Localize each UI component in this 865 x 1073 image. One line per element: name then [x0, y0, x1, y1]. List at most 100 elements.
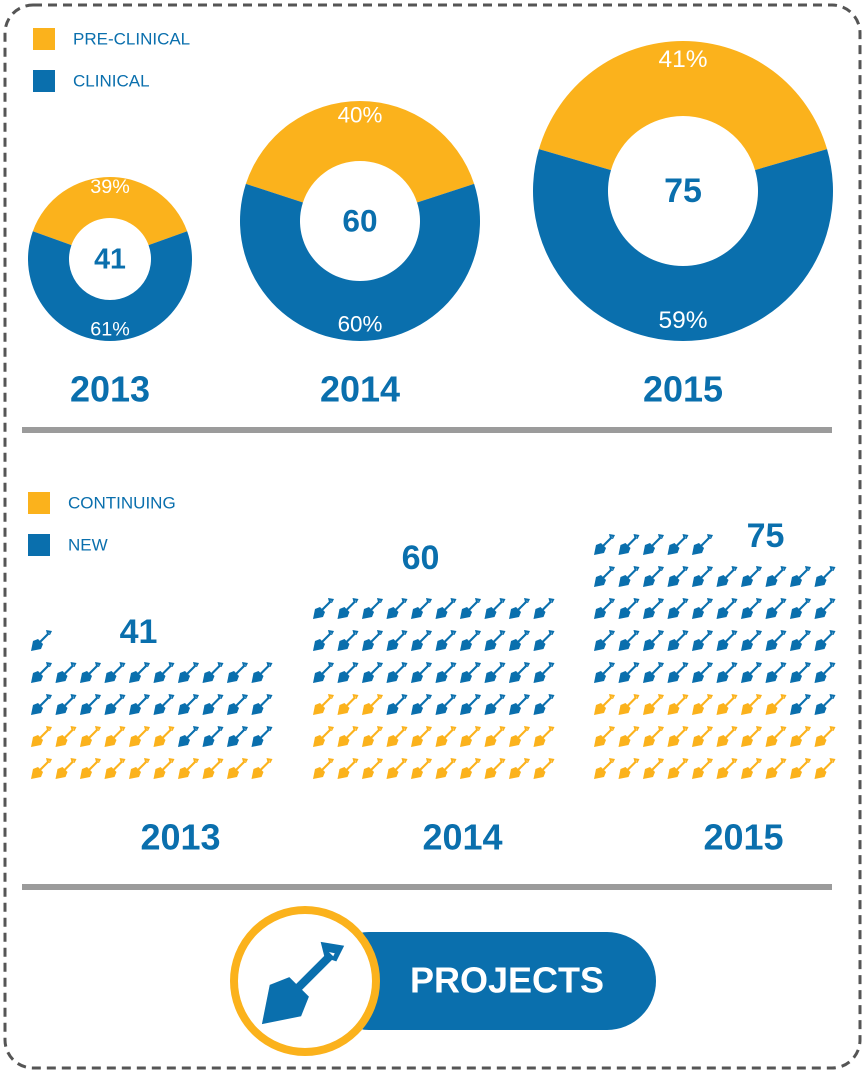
shovel-icon [411, 694, 432, 715]
shovel-icon [313, 662, 334, 683]
shovel-icon [129, 726, 150, 747]
shovel-icon [692, 662, 713, 683]
percent-label: 39% [90, 176, 130, 198]
shovel-icon [594, 758, 615, 779]
shovel-icon [484, 662, 506, 683]
shovel-icon [411, 630, 432, 651]
shovel-icon [411, 758, 432, 779]
legend-label: NEW [68, 535, 108, 554]
shovel-icon [692, 726, 713, 747]
shovel-icon [814, 694, 836, 715]
shovel-icon [129, 662, 150, 683]
shovel-icon [153, 694, 175, 715]
shovel-icon [484, 694, 506, 715]
shovel-icon [227, 758, 248, 779]
shovel-icon [594, 630, 615, 651]
shovel-icon [692, 694, 713, 715]
dashed-frame [3, 3, 862, 1070]
shovel-icon [227, 662, 248, 683]
shovel-icon [31, 694, 52, 715]
percent-label: 40% [338, 103, 383, 128]
shovel-icon [337, 758, 359, 779]
shovel-icon [692, 534, 713, 555]
shovel-icon [55, 694, 77, 715]
shovel-icon [790, 758, 811, 779]
shovel-icon [692, 630, 713, 651]
shovel-icon [362, 630, 383, 651]
shovel-icon [618, 630, 640, 651]
shovel-icon [313, 694, 334, 715]
legend-label: PRE-CLINICAL [73, 29, 190, 48]
shovel-icon [716, 758, 738, 779]
shovel-icon [716, 630, 738, 651]
shovel-icon [509, 758, 530, 779]
shovel-icon [765, 630, 787, 651]
shovel-icon [643, 758, 664, 779]
donut-segment [245, 100, 475, 203]
shovel-icon [460, 662, 481, 683]
shovel-icon [509, 598, 530, 619]
pictograph-total: 60 [402, 539, 440, 577]
donut-total: 60 [342, 202, 377, 238]
shovel-icon [509, 662, 530, 683]
shovel-icon [509, 726, 530, 747]
shovel-icon [460, 694, 481, 715]
shovel-icon [337, 726, 359, 747]
percent-label: 60% [338, 311, 383, 336]
shovel-icon [178, 726, 199, 747]
shovel-icon [313, 726, 334, 747]
shovel-icon [460, 758, 481, 779]
shovel-icon [643, 694, 664, 715]
shovel-icon [790, 694, 811, 715]
year-label: 2014 [320, 369, 400, 410]
shovel-icon [533, 630, 555, 651]
shovel-icon [386, 598, 408, 619]
shovel-icon [741, 726, 762, 747]
shovel-icon [741, 566, 762, 587]
shovel-icon [790, 662, 811, 683]
shovel-icon [31, 630, 52, 651]
shovel-icon [80, 758, 101, 779]
donut-total: 75 [664, 172, 702, 210]
donut-segment [27, 231, 192, 342]
shovel-icon [814, 662, 836, 683]
shovel-icon [337, 662, 359, 683]
shovel-icon [533, 662, 555, 683]
shovel-icon [251, 758, 273, 779]
legend-swatch [33, 28, 55, 50]
shovel-icon [618, 726, 640, 747]
percent-label: 41% [658, 46, 707, 73]
shovel-icon [692, 758, 713, 779]
shovel-icon [362, 662, 383, 683]
shovel-icon [31, 758, 52, 779]
shovel-icon [643, 598, 664, 619]
shovel-icon [765, 758, 787, 779]
shovel-icon [386, 694, 408, 715]
year-label: 2015 [643, 369, 723, 410]
shovel-icon [31, 726, 52, 747]
shovel-icon [618, 662, 640, 683]
shovel-icon [765, 662, 787, 683]
shovel-icon [411, 726, 432, 747]
shovel-icon [313, 630, 334, 651]
shovel-icon [533, 726, 555, 747]
shovel-icon [790, 566, 811, 587]
pictograph-total: 41 [120, 613, 158, 651]
shovel-icon [178, 662, 199, 683]
shovel-icon [533, 694, 555, 715]
year-label: 2014 [422, 817, 502, 858]
shovel-icon [362, 726, 383, 747]
shovel-icon [153, 726, 175, 747]
shovel-icon [667, 534, 689, 555]
shovel-icon [227, 726, 248, 747]
badge-pill [320, 932, 656, 1030]
shovel-icon [362, 694, 383, 715]
shovel-icon [55, 726, 77, 747]
shovel-icon [362, 758, 383, 779]
shovel-icon [484, 758, 506, 779]
shovel-icon [104, 694, 126, 715]
shovel-icon [484, 726, 506, 747]
year-label: 2013 [70, 369, 150, 410]
shovel-icon [741, 662, 762, 683]
